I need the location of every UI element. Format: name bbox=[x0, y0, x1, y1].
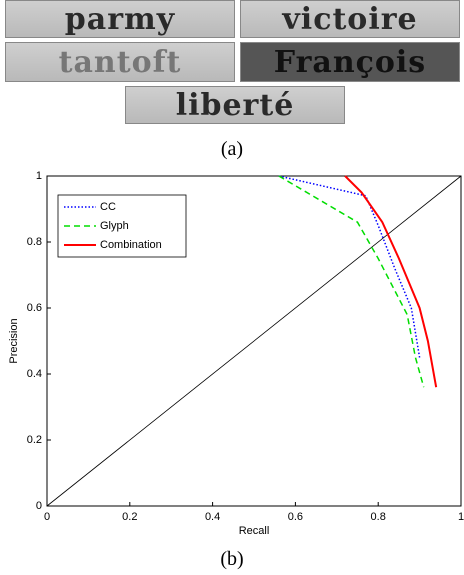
plot-area bbox=[46, 175, 462, 507]
series-line bbox=[344, 175, 438, 388]
word-image: liberté bbox=[125, 86, 345, 124]
x-tick-label: 0.6 bbox=[288, 511, 303, 523]
word-image: tantoft bbox=[5, 42, 235, 82]
y-tick-label: 0.6 bbox=[27, 302, 42, 314]
legend-label: CC bbox=[100, 201, 116, 213]
y-tick-label: 0 bbox=[36, 500, 42, 512]
x-axis-label: Recall bbox=[239, 525, 270, 535]
y-tick-label: 1 bbox=[36, 170, 42, 182]
x-tick-label: 0.2 bbox=[122, 511, 137, 523]
reference-diagonal bbox=[46, 175, 462, 507]
y-axis-label: Precision bbox=[8, 318, 20, 363]
caption: (a) bbox=[220, 138, 244, 160]
caption: (b) bbox=[220, 548, 244, 570]
y-tick-label: 0.2 bbox=[27, 434, 42, 446]
y-tick-label: 0.4 bbox=[27, 368, 42, 380]
y-tick-label: 0.8 bbox=[27, 236, 42, 248]
word-image: François bbox=[240, 42, 460, 82]
x-tick-label: 1 bbox=[458, 511, 464, 523]
legend-label: Combination bbox=[100, 239, 162, 251]
chart: 0 0.2 0.4 0.6 0.8 1 0 0.2 0.4 0.6 0.8 1 Recall Precis… bbox=[8, 170, 464, 535]
series-line bbox=[278, 175, 421, 358]
x-tick-label: 0 bbox=[44, 511, 50, 523]
x-tick-label: 0.4 bbox=[205, 511, 220, 523]
legend-label: Glyph bbox=[100, 220, 129, 232]
x-tick-label: 0.8 bbox=[371, 511, 386, 523]
series-line bbox=[278, 175, 425, 388]
word-image: parmy bbox=[5, 0, 235, 38]
word-image: victoire bbox=[240, 0, 460, 38]
